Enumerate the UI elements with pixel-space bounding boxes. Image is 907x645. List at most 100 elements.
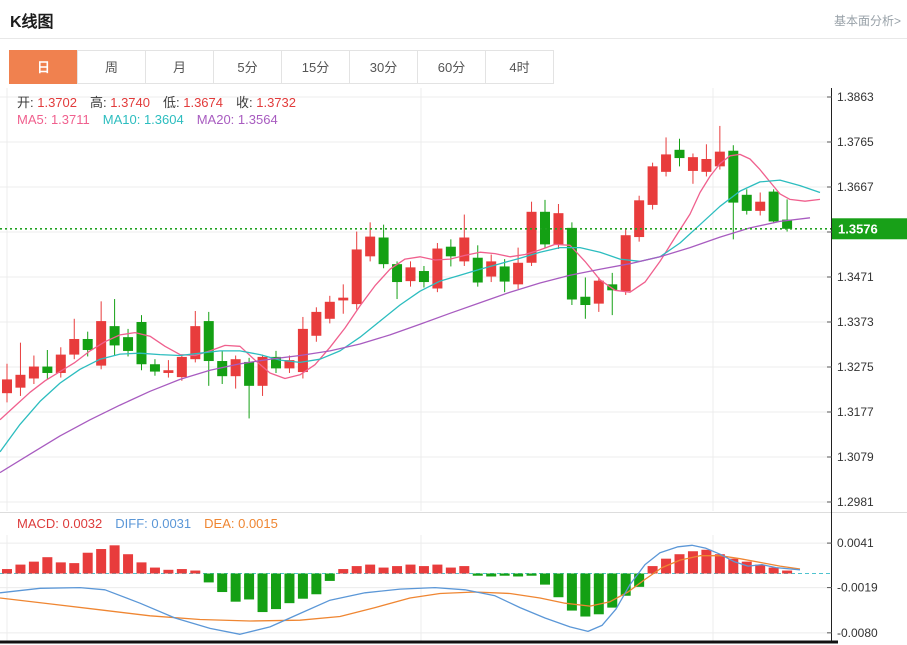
candle-body xyxy=(55,354,66,373)
macd-bar xyxy=(311,573,322,595)
tab-day[interactable]: 日 xyxy=(9,50,78,84)
ma20-legend: MA20: 1.3564 xyxy=(196,112,278,127)
ma20-line xyxy=(0,217,811,474)
tab-30min[interactable]: 30分 xyxy=(349,50,418,84)
macd-bar xyxy=(580,573,591,617)
macd-bar xyxy=(203,573,214,583)
macd-bar xyxy=(499,573,510,576)
macd-bar xyxy=(674,554,685,574)
macd-bar xyxy=(418,566,429,574)
candle-body xyxy=(109,326,120,346)
macd-bar xyxy=(149,567,160,574)
price-axis-label: 1.3177 xyxy=(837,405,874,419)
candle-body xyxy=(244,361,255,386)
tab-5min[interactable]: 5分 xyxy=(213,50,282,84)
tab-60min[interactable]: 60分 xyxy=(417,50,486,84)
candle-body xyxy=(351,249,362,305)
macd-bar xyxy=(687,551,698,574)
macd-bar xyxy=(28,561,39,574)
ohlc-high: 高: 1.3740 xyxy=(90,95,150,110)
diff-value: DIFF: 0.0031 xyxy=(115,516,192,531)
ma-legend: MA5: 1.3711 MA10: 1.3604 MA20: 1.3564 xyxy=(17,112,291,127)
macd-bar xyxy=(109,545,120,574)
macd-bar xyxy=(190,570,201,574)
candle-body xyxy=(553,213,564,245)
candle-body xyxy=(459,237,470,262)
fundamental-analysis-link[interactable]: 基本面分析> xyxy=(833,14,901,28)
macd-bar xyxy=(163,569,174,574)
macd-bar xyxy=(768,567,779,574)
candle-body xyxy=(768,191,779,222)
candle-body xyxy=(82,338,93,351)
candle-body xyxy=(499,266,510,282)
macd-bar xyxy=(338,569,349,574)
tab-month[interactable]: 月 xyxy=(145,50,214,84)
timeframe-tabbar: 日周月 5分 15分 30分 60分 4时 xyxy=(9,50,554,84)
ma5-line xyxy=(0,153,821,421)
tab-week[interactable]: 周 xyxy=(77,50,146,84)
candle-body xyxy=(28,366,39,379)
candle-body xyxy=(607,284,618,291)
macd-bar xyxy=(432,564,443,574)
ohlc-open: 开: 1.3702 xyxy=(17,95,77,110)
macd-bar xyxy=(244,573,255,600)
candle-body xyxy=(661,154,672,172)
candle-body xyxy=(271,356,281,369)
candle-body xyxy=(217,361,228,377)
macd-bar xyxy=(741,561,752,574)
candle-body xyxy=(230,359,241,377)
candle-body xyxy=(203,321,214,362)
candle-body xyxy=(163,370,174,373)
macd-bar xyxy=(365,564,376,574)
macd-axis-label: -0.0080 xyxy=(837,626,878,640)
macd-bar xyxy=(378,567,389,574)
price-axis-label: 1.3079 xyxy=(837,450,874,464)
candle-body xyxy=(593,280,604,304)
macd-bar xyxy=(351,566,362,574)
macd-bar xyxy=(392,566,403,574)
price-axis-label: 1.2981 xyxy=(837,495,874,509)
candle-body xyxy=(392,264,403,283)
candle-body xyxy=(42,366,53,373)
title-separator xyxy=(0,38,907,39)
current-price-badge xyxy=(832,218,907,240)
price-axis-label: 1.3471 xyxy=(837,270,874,284)
dea-value: DEA: 0.0015 xyxy=(204,516,278,531)
candle-body xyxy=(728,150,739,203)
macd-bar xyxy=(230,573,241,602)
macd-bar xyxy=(257,573,268,613)
macd-bar xyxy=(540,573,550,585)
candle-body xyxy=(418,271,429,283)
candle-body xyxy=(149,364,160,372)
price-axis-label: 1.3765 xyxy=(837,135,874,149)
macd-axis-label: 0.0041 xyxy=(837,536,874,550)
candle-body xyxy=(338,297,349,301)
macd-axis-label: -0.0019 xyxy=(837,581,878,595)
macd-bar xyxy=(526,573,537,576)
candle-body xyxy=(284,360,295,369)
macd-bar xyxy=(472,573,483,576)
macd-bar xyxy=(607,573,618,608)
macd-bar xyxy=(176,569,187,574)
candle-body xyxy=(674,149,685,159)
candle-body xyxy=(526,211,537,263)
candle-body xyxy=(701,158,712,172)
candle-body xyxy=(15,374,26,388)
macd-bar xyxy=(620,573,631,596)
macd-bar xyxy=(755,564,766,574)
tab-15min[interactable]: 15分 xyxy=(281,50,350,84)
candle-body xyxy=(311,311,322,336)
candle-body xyxy=(365,236,376,257)
candle-body xyxy=(647,166,658,205)
candle-body xyxy=(741,194,752,211)
candle-body xyxy=(634,200,645,238)
candle-body xyxy=(136,322,147,365)
macd-bar xyxy=(271,573,281,610)
macd-bar xyxy=(324,573,335,581)
candle-body xyxy=(378,237,389,265)
candle-body xyxy=(297,328,308,373)
candle-body xyxy=(687,157,698,171)
tab-4hour[interactable]: 4时 xyxy=(485,50,554,84)
macd-bar xyxy=(513,573,524,577)
